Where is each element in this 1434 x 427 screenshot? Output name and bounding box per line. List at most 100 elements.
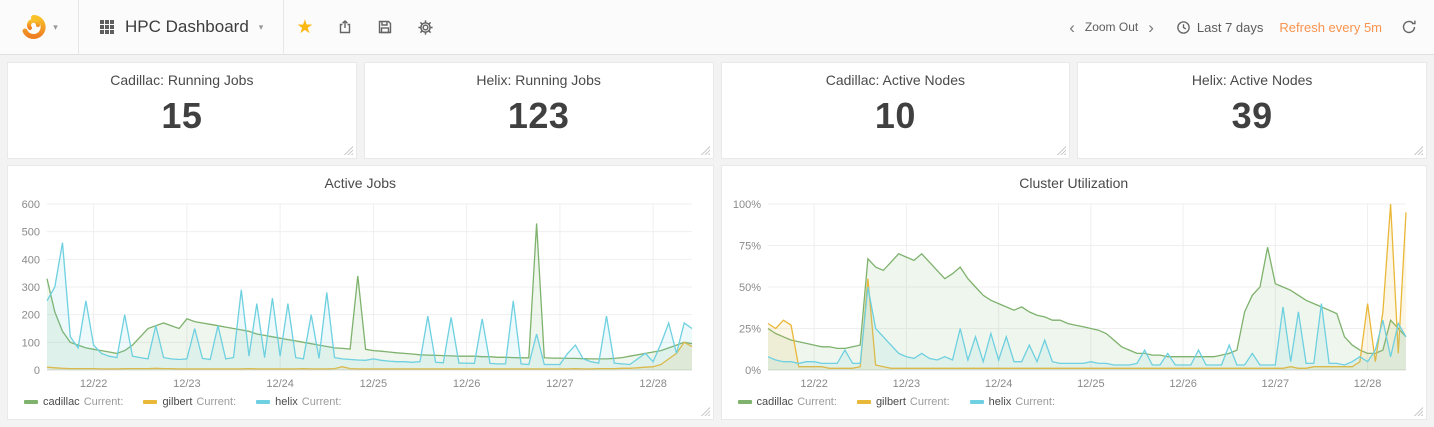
panel-resize-handle[interactable] (700, 407, 710, 416)
navbar-time-controls: ‹ Zoom Out › Last 7 days Refresh every 5… (1065, 16, 1420, 38)
legend-swatch (143, 400, 158, 404)
time-range-button[interactable]: Last 7 days (1170, 18, 1270, 37)
dashboard-title: HPC Dashboard (125, 17, 249, 36)
legend-item-gilbert[interactable]: gilbert Current: (143, 396, 236, 408)
svg-text:12/23: 12/23 (173, 378, 201, 390)
grafana-logo (22, 14, 46, 39)
svg-text:12/25: 12/25 (1077, 378, 1105, 390)
legend-item-gilbert[interactable]: gilbert Current: (856, 396, 950, 408)
time-range-label: Last 7 days (1196, 19, 1264, 35)
legend-item-helix[interactable]: helix Current: (256, 396, 342, 408)
stat-panel-helix-running-jobs: Helix: Running Jobs 123 (364, 63, 713, 158)
panel-title[interactable]: Helix: Running Jobs (476, 72, 601, 88)
time-shift-forward-button[interactable]: › (1144, 17, 1158, 38)
share-icon (340, 20, 351, 34)
svg-text:100: 100 (22, 337, 40, 349)
dashboard-picker[interactable]: HPC Dashboard ▾ (79, 0, 283, 54)
time-shift-back-button[interactable]: ‹ (1065, 17, 1079, 38)
stat-panel-helix-active-nodes: Helix: Active Nodes 39 (1078, 63, 1426, 158)
legend-current-label: Current: (797, 396, 837, 408)
svg-text:600: 600 (22, 199, 40, 211)
active-jobs-chart[interactable]: 12/22 12/23 12/24 12/25 12/26 12/27 12/28 0 100 2… (14, 194, 706, 394)
svg-text:12/23: 12/23 (892, 378, 920, 390)
star-button[interactable]: ★ (291, 13, 318, 42)
legend-swatch (856, 400, 871, 404)
share-button[interactable] (332, 14, 358, 40)
settings-button[interactable] (412, 14, 439, 41)
save-icon (379, 20, 392, 34)
refresh-icon (1402, 20, 1416, 34)
chart-legend: cadillac Current: gilbert Current: helix… (8, 394, 713, 408)
refresh-interval-button[interactable]: Refresh every 5m (1273, 18, 1388, 37)
legend-swatch (969, 400, 984, 404)
legend-series-name: gilbert (162, 396, 193, 408)
chart-legend: cadillac Current: gilbert Current: helix… (722, 394, 1427, 408)
legend-current-label: Current: (196, 396, 237, 408)
panel-resize-handle[interactable] (700, 146, 710, 155)
legend-swatch (24, 400, 38, 404)
legend-current-label: Current: (301, 396, 342, 408)
svg-text:0%: 0% (745, 365, 761, 377)
panel-title[interactable]: Cluster Utilization (1019, 175, 1129, 191)
navbar-divider (78, 0, 79, 55)
svg-text:12/26: 12/26 (1169, 378, 1197, 390)
svg-text:75%: 75% (739, 241, 761, 253)
gear-icon (418, 19, 433, 35)
legend-item-helix[interactable]: helix Current: (969, 396, 1056, 408)
legend-current-label: Current: (83, 396, 124, 408)
svg-text:12/22: 12/22 (800, 378, 828, 390)
cluster-utilization-chart[interactable]: 12/22 12/23 12/24 12/25 12/26 12/27 12/28 0% 25%… (728, 194, 1420, 394)
charts-row: Active Jobs 12/22 12/23 12/24 12/25 12/26 12/… (8, 166, 1426, 419)
legend-series-name: helix (275, 396, 298, 408)
svg-text:300: 300 (22, 282, 40, 294)
legend-current-label: Current: (1015, 396, 1056, 408)
svg-text:12/22: 12/22 (80, 378, 108, 390)
legend-series-name: helix (988, 396, 1012, 408)
panel-resize-handle[interactable] (1414, 146, 1423, 155)
svg-text:25%: 25% (739, 324, 761, 336)
stat-value: 10 (874, 95, 916, 136)
legend-series-name: gilbert (875, 396, 906, 408)
stats-row: Cadillac: Running Jobs 15 Helix: Running… (8, 63, 1426, 158)
legend-series-name: cadillac (43, 396, 80, 408)
legend-item-cadillac[interactable]: cadillac Current: (24, 396, 123, 408)
svg-text:12/24: 12/24 (267, 378, 295, 390)
svg-text:12/27: 12/27 (1261, 378, 1289, 390)
caret-down-icon: ▾ (53, 21, 58, 32)
navbar-divider (283, 0, 285, 55)
stat-value: 15 (161, 95, 203, 136)
panel-resize-handle[interactable] (1414, 407, 1423, 416)
svg-text:500: 500 (22, 227, 40, 239)
stat-value: 39 (1231, 95, 1273, 136)
grafana-menu-button[interactable]: ▾ (0, 0, 78, 54)
legend-current-label: Current: (909, 396, 950, 408)
svg-text:12/28: 12/28 (1354, 378, 1382, 390)
svg-text:12/25: 12/25 (360, 378, 388, 390)
stat-panel-cadillac-running-jobs: Cadillac: Running Jobs 15 (8, 63, 356, 158)
stat-value: 123 (507, 95, 570, 136)
svg-text:100%: 100% (733, 199, 761, 211)
legend-series-name: cadillac (756, 396, 794, 408)
panel-title[interactable]: Cadillac: Active Nodes (825, 72, 966, 88)
save-button[interactable] (372, 14, 398, 40)
clock-icon (1177, 20, 1190, 34)
refresh-button[interactable] (1398, 16, 1420, 38)
zoom-out-button[interactable]: Zoom Out (1084, 20, 1139, 34)
navbar: ▾ HPC Dashboard ▾ ★ (0, 0, 1434, 55)
svg-text:12/27: 12/27 (546, 378, 574, 390)
legend-swatch (256, 400, 271, 404)
panel-resize-handle[interactable] (343, 146, 353, 155)
legend-item-cadillac[interactable]: cadillac Current: (737, 396, 837, 408)
svg-text:200: 200 (22, 310, 40, 322)
panel-title[interactable]: Cadillac: Running Jobs (110, 72, 254, 88)
panel-resize-handle[interactable] (1057, 146, 1067, 155)
svg-text:50%: 50% (739, 282, 761, 294)
panel-title[interactable]: Helix: Active Nodes (1191, 72, 1313, 88)
dashboard-grid-icon (100, 20, 114, 34)
chart-panel-cluster-utilization: Cluster Utilization 12/22 12/23 12/24 12/25… (721, 166, 1427, 419)
legend-swatch (737, 400, 752, 404)
caret-down-icon: ▾ (258, 21, 264, 32)
panel-title[interactable]: Active Jobs (324, 175, 397, 191)
svg-text:12/26: 12/26 (453, 378, 481, 390)
